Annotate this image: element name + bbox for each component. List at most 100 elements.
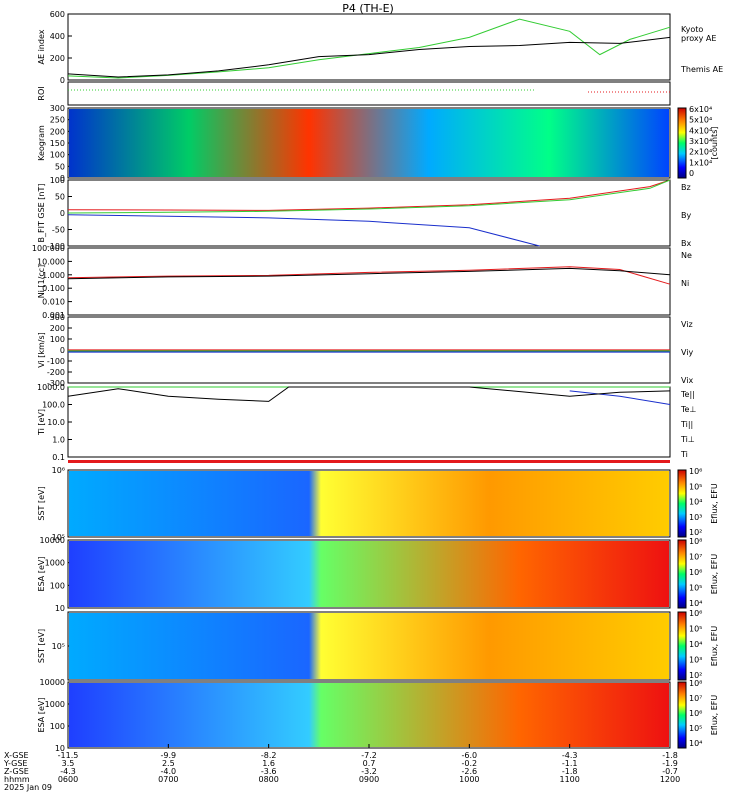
heatmap-fill-10 [69,683,669,747]
xtick-label: 2.5 [162,759,175,768]
xaxis-row-label: Z-GSE [4,767,29,776]
ytick-label: 300 [50,104,65,113]
xaxis-row-label: 2025 Jan 09 [4,783,52,792]
legend-entry: Kyoto [681,25,703,34]
ytick-label: -200 [47,368,65,377]
legend-Bz: Bz [681,183,691,192]
colorbar-tick: 10³ [689,513,702,522]
colorbar-tick: 10² [689,671,702,680]
colorbar-tick: 10⁴ [689,498,702,507]
series-line-Ne [67,266,671,285]
colorbar-9 [677,611,687,681]
legend-Ti: Ti [680,450,688,459]
ytick-label: 200 [50,127,65,136]
ytick-label: -50 [52,226,65,235]
colorbar-tick: 6x10⁴ [689,105,712,114]
series-line-Ti [67,386,671,402]
series-line-Kyoto proxy AE [67,18,671,79]
xtick-label: -3.6 [261,767,277,776]
xtick-label: 1200 [660,775,680,784]
legend-Ni: Ni [681,279,689,288]
xtick-label: 3.5 [62,759,75,768]
xaxis-row-label: hhmm [4,775,30,784]
colorbar-tick: 10⁶ [689,467,702,476]
xtick-label: -8.2 [261,751,277,760]
ytick-label: -100 [47,357,65,366]
panel-ylabel-4: Ni [1/cc] [37,265,46,299]
legend-Viz: Viz [681,320,693,329]
ytick-label: 100 [50,722,65,731]
colorbar-2 [677,107,687,179]
colorbar-10 [677,681,687,749]
legend-Bx: Bx [681,239,691,248]
xtick-label: -6.0 [462,751,478,760]
series-line-Ni [67,267,671,280]
panel-frame-8 [67,539,671,609]
ytick-label: 10.0 [47,418,65,427]
colorbar-7 [677,469,687,538]
legend-Ti||: Ti|| [680,420,693,429]
ytick-label: 100.0 [42,401,65,410]
panel-ylabel-2: Keogram [37,125,46,161]
ytick-label: 10.000 [37,257,65,266]
xtick-label: -0.2 [462,759,478,768]
legend-Vix: Vix [681,376,694,385]
panel-frame-6 [67,386,671,458]
ytick-label: 0 [60,346,65,355]
ytick-label: 1000.0 [37,383,65,392]
ytick-label: 150 [50,139,65,148]
xtick-label: -9.9 [161,751,177,760]
series-line-Themis AE [67,36,671,78]
xtick-label: -1.1 [562,759,578,768]
panel-ylabel-5: Vi [km/s] [37,332,46,368]
colorbar-tick: 10⁴ [689,599,702,608]
xtick-label: -0.7 [662,767,678,776]
ytick-label: 1000 [45,559,65,568]
xtick-label: -2.6 [462,767,478,776]
colorbar-tick: 0 [689,169,694,178]
ytick-label: 10⁵ [52,642,65,651]
xtick-label: -3.2 [361,767,377,776]
xaxis-row-label: X-GSE [4,751,29,760]
ytick-label: 10⁶ [52,466,65,475]
colorbar-tick: 10⁷ [689,694,702,703]
panel-frame-0 [67,13,671,81]
ytick-label: 100.000 [32,244,65,253]
panel-ylabel-6: Ti [eV] [37,409,46,436]
colorbar-tick: 10⁴ [689,640,702,649]
colorbar-label: Eflux, EFU [710,695,719,736]
ytick-label: 0.010 [42,298,65,307]
series-line-Bz [67,179,671,211]
panel-frame-3 [67,179,671,247]
xtick-label: 0800 [258,775,278,784]
xaxis-row-label: Y-GSE [3,759,27,768]
xtick-label: 0.7 [363,759,376,768]
legend-Ne: Ne [681,251,692,260]
colorbar-tick: 10⁸ [689,537,702,546]
xtick-label: 1.6 [262,759,275,768]
heatmap-fill-8 [69,541,669,607]
ytick-label: 100 [50,335,65,344]
ytick-label: 0.001 [42,311,65,320]
colorbar-tick: 10⁵ [689,482,702,491]
ytick-label: 250 [50,116,65,125]
ytick-label: 10 [55,604,65,613]
ytick-label: 10000 [40,678,65,687]
series-line-Ti⊥ [569,390,671,405]
ytick-label: 0 [60,174,65,183]
colorbar-tick: 10⁶ [689,709,702,718]
colorbar-tick: 4x10⁴ [689,126,712,135]
ytick-label: 0 [60,209,65,218]
xtick-label: 0900 [359,775,379,784]
xtick-label: -7.2 [361,751,377,760]
colorbar-tick: 10⁵ [689,724,702,733]
colorbar-tick: 10⁶ [689,609,702,618]
legend-Viy: Viy [681,348,694,357]
xtick-label: 1100 [559,775,579,784]
ytick-label: 600 [50,10,65,19]
panel-frame-7 [67,469,671,538]
colorbar-tick: 10⁵ [689,625,702,634]
ytick-label: 10⁵ [52,533,65,542]
panel-ylabel-1: ROI [37,86,46,100]
